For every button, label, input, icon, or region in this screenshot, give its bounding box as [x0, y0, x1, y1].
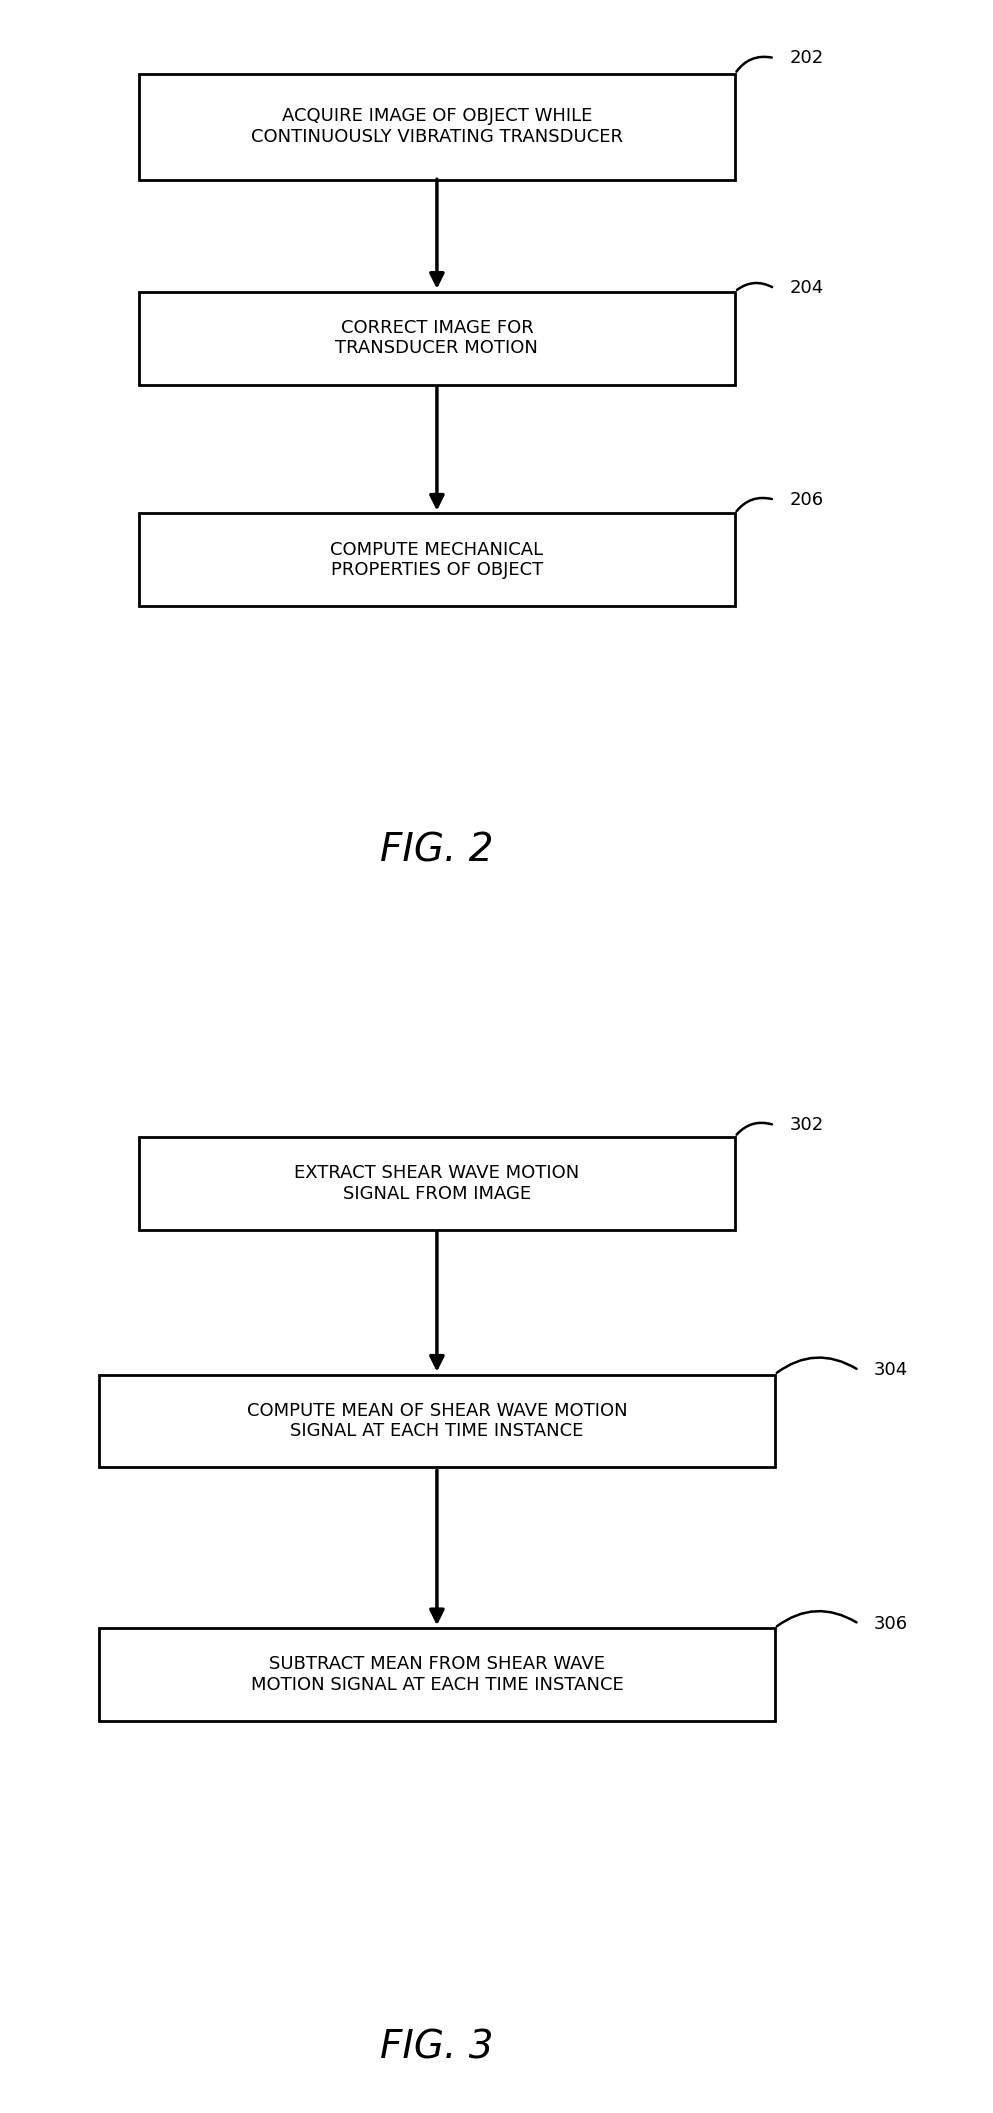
Text: 304: 304 — [874, 1361, 908, 1380]
Bar — [99, 1627, 775, 1720]
Text: 206: 206 — [789, 490, 823, 509]
Bar — [139, 74, 735, 180]
Bar — [139, 513, 735, 606]
Bar — [99, 1376, 775, 1469]
Text: 306: 306 — [874, 1614, 908, 1633]
Text: SUBTRACT MEAN FROM SHEAR WAVE
MOTION SIGNAL AT EACH TIME INSTANCE: SUBTRACT MEAN FROM SHEAR WAVE MOTION SIG… — [250, 1654, 624, 1695]
Text: ACQUIRE IMAGE OF OBJECT WHILE
CONTINUOUSLY VIBRATING TRANSDUCER: ACQUIRE IMAGE OF OBJECT WHILE CONTINUOUS… — [251, 108, 623, 146]
Text: 202: 202 — [789, 49, 823, 68]
Text: CORRECT IMAGE FOR
TRANSDUCER MOTION: CORRECT IMAGE FOR TRANSDUCER MOTION — [336, 319, 538, 357]
Text: 302: 302 — [789, 1116, 823, 1135]
Bar — [139, 1137, 735, 1230]
Text: 204: 204 — [789, 279, 823, 298]
Text: FIG. 3: FIG. 3 — [380, 2028, 494, 2067]
Bar — [139, 292, 735, 385]
Text: COMPUTE MECHANICAL
PROPERTIES OF OBJECT: COMPUTE MECHANICAL PROPERTIES OF OBJECT — [331, 541, 543, 579]
Text: EXTRACT SHEAR WAVE MOTION
SIGNAL FROM IMAGE: EXTRACT SHEAR WAVE MOTION SIGNAL FROM IM… — [294, 1164, 580, 1202]
Text: FIG. 2: FIG. 2 — [380, 833, 494, 868]
Text: COMPUTE MEAN OF SHEAR WAVE MOTION
SIGNAL AT EACH TIME INSTANCE: COMPUTE MEAN OF SHEAR WAVE MOTION SIGNAL… — [246, 1401, 628, 1441]
